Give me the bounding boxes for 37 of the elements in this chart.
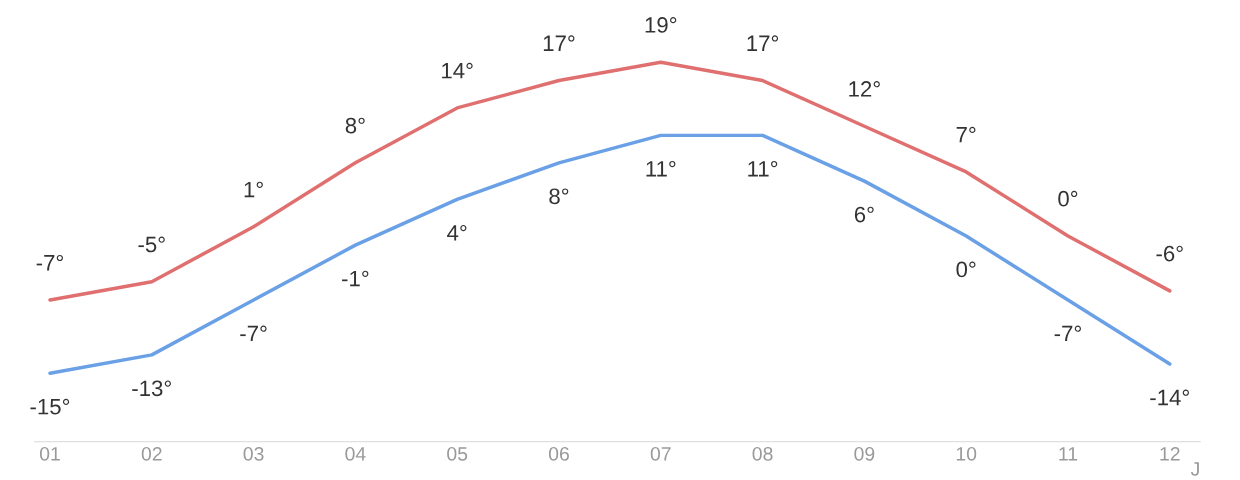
data-label: 6°: [854, 206, 874, 223]
data-label: -7°: [240, 325, 267, 342]
data-label: -5°: [138, 236, 165, 253]
x-tick-label: 05: [447, 446, 468, 461]
data-label: -14°: [1150, 389, 1189, 406]
data-label: 8°: [345, 117, 365, 134]
data-label: 0°: [956, 261, 976, 278]
data-label: -1°: [342, 270, 369, 287]
data-label: 4°: [447, 224, 467, 241]
data-label: 17°: [747, 35, 779, 51]
x-tick-label: 02: [141, 446, 162, 461]
data-label: -6°: [1156, 245, 1183, 262]
data-label: -13°: [132, 380, 171, 397]
x-axis-title: J: [1190, 462, 1199, 476]
x-tick-label: 01: [39, 446, 60, 461]
x-tick-label: 04: [345, 446, 366, 461]
x-tick-label: 03: [243, 446, 264, 461]
x-tick-label: 07: [650, 446, 671, 461]
data-label: 11°: [748, 160, 778, 177]
data-label: 19°: [645, 17, 677, 33]
x-tick-label: 11: [1059, 447, 1078, 461]
data-label: 11°: [646, 160, 676, 177]
data-label: 7°: [956, 126, 976, 143]
x-tick-label: 12: [1160, 446, 1180, 461]
data-label: -7°: [36, 254, 63, 271]
data-label: 1°: [244, 181, 263, 198]
data-label: 14°: [442, 62, 473, 79]
data-label: -15°: [30, 398, 70, 415]
x-tick-label: 09: [854, 446, 875, 461]
x-tick-label: 08: [752, 446, 773, 461]
x-tick-label: 10: [956, 446, 977, 461]
data-label: 12°: [849, 81, 880, 97]
data-label: 8°: [549, 188, 569, 205]
data-label: -7°: [1054, 325, 1081, 342]
data-label: 17°: [543, 35, 575, 51]
data-label: 0°: [1058, 190, 1078, 207]
x-tick-label: 06: [548, 446, 569, 461]
